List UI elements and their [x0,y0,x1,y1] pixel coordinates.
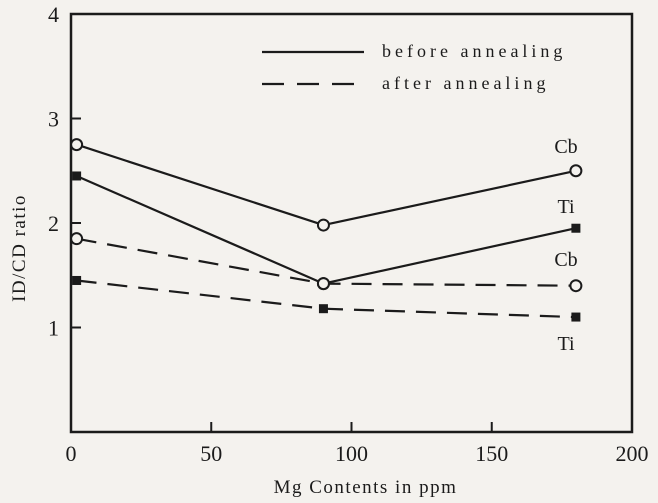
legend-label-dashed: after annealing [382,73,549,93]
x-tick-label: 50 [200,441,222,466]
y-axis-title: ID/CD ratio [9,194,30,302]
legend-label-solid: before annealing [382,41,566,61]
series-annotation-ti: Ti [557,333,575,355]
data-point-ti-before [72,171,82,181]
data-point-cb-before [70,138,84,152]
data-point-cb-before [569,164,583,178]
y-tick-label: 2 [48,211,59,236]
data-point-ti-before [571,223,581,233]
data-point-cb-after [70,232,84,246]
data-point-cb-before [316,218,330,232]
series-line-cb-before [76,143,577,227]
x-tick-label: 200 [616,441,649,466]
series-annotation-cb: Cb [554,136,577,158]
legend-layer: before annealing after annealing [262,41,566,93]
x-tick-label: 100 [335,441,368,466]
x-axis-title: Mg Contents in ppm [274,477,458,498]
x-tick-label: 150 [475,441,508,466]
series-annotation-ti: Ti [557,196,575,218]
data-point-ti-after [571,312,581,322]
marker-layer [70,138,583,322]
axis-layer: 0 50 100 150 200 1 2 3 4 Mg Contents in ppm ID/CD … [9,2,649,498]
y-tick-label: 1 [48,316,59,341]
annotation-layer: Cb Ti Cb Ti [554,136,577,355]
data-point-ti-after [318,304,328,314]
y-tick-label: 4 [48,2,59,27]
data-point-ti-after [72,275,82,285]
data-point-cb-after [316,277,330,291]
x-tick-label: 0 [66,441,77,466]
data-point-cb-after [569,279,583,293]
series-annotation-cb: Cb [554,249,577,271]
y-tick-label: 3 [48,107,59,132]
